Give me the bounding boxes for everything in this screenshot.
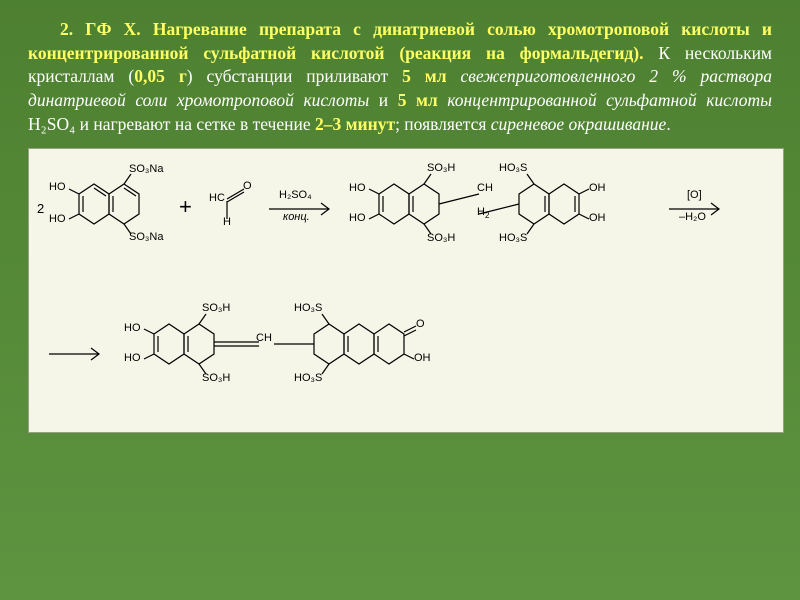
body-1b: ) субстанции приливают xyxy=(187,66,402,86)
chemistry-panel: SO₃Na SO₃Na HO HO 2 + HC O H H₂SO₄ конц xyxy=(28,148,784,433)
label-ch: CH xyxy=(256,332,272,344)
label-so3h: SO₃H xyxy=(202,372,230,384)
arrow-1: H₂SO₄ конц. xyxy=(269,199,339,219)
body-result: сиреневое окрашивание xyxy=(491,114,667,134)
label-ho3s: HO₃S xyxy=(294,372,322,384)
body-and: и xyxy=(369,90,397,110)
label-h: H xyxy=(223,216,231,228)
body-vol1: 5 мл xyxy=(402,66,446,86)
label-so3na: SO₃Na xyxy=(129,163,163,175)
body-formula: H₂SO₄ xyxy=(28,114,80,134)
label-ho3s: HO₃S xyxy=(294,302,322,314)
molecule-product-2: SO₃H SO₃H HO HO CH HO₃S HO₃S O OH xyxy=(134,304,484,404)
label-o: O xyxy=(243,180,252,192)
body-2: концентрированной сульфатной кислоты xyxy=(438,90,772,110)
label-ho3s: HO₃S xyxy=(499,232,527,244)
label-ch: CH xyxy=(477,182,493,194)
label-oh: OH xyxy=(414,352,431,364)
label-oh: OH xyxy=(589,182,606,194)
body-time: 2–3 минут xyxy=(315,114,395,134)
slide-paragraph: 2. ГФ Х. Нагревание препарата с динатрие… xyxy=(28,18,772,136)
label-water: –H₂O xyxy=(679,211,706,223)
label-so3h: SO₃H xyxy=(202,302,230,314)
molecule-reactant-1: SO₃Na SO₃Na HO HO xyxy=(59,169,159,254)
body-4: ; появляется xyxy=(395,114,491,134)
arrow-3 xyxy=(49,344,109,364)
label-h2: H2 xyxy=(477,206,489,220)
label-ho: HO xyxy=(49,181,66,193)
label-ho3s: HO₃S xyxy=(499,162,527,174)
label-oh: OH xyxy=(589,212,606,224)
label-so3h: SO₃H xyxy=(427,162,455,174)
label-ho: HO xyxy=(49,213,66,225)
body-3: и нагревают на сетке в течение xyxy=(80,114,315,134)
slide: 2. ГФ Х. Нагревание препарата с динатрие… xyxy=(0,0,800,600)
label-ho: HO xyxy=(124,322,141,334)
molecule-product-1: SO₃H SO₃H HO HO CH H2 HO₃S HO₃S OH OH xyxy=(359,164,649,259)
label-o: O xyxy=(416,318,425,330)
arrow-2: [O] –H₂O xyxy=(669,199,729,219)
label-hc: HC xyxy=(209,192,225,204)
label-h2so4: H₂SO₄ xyxy=(279,189,312,201)
body-end: . xyxy=(666,114,670,134)
coef-2: 2 xyxy=(37,201,44,216)
label-ho: HO xyxy=(349,182,366,194)
body-vol2: 5 мл xyxy=(398,90,438,110)
molecule-formaldehyde: HC O H xyxy=(209,184,259,234)
label-so3h: SO₃H xyxy=(427,232,455,244)
label-so3na: SO₃Na xyxy=(129,231,163,243)
plus-sign: + xyxy=(179,194,192,220)
label-ho: HO xyxy=(349,212,366,224)
label-konc: конц. xyxy=(283,211,310,223)
label-oxid: [O] xyxy=(687,189,702,201)
body-mass: 0,05 г xyxy=(134,66,187,86)
label-ho: HO xyxy=(124,352,141,364)
